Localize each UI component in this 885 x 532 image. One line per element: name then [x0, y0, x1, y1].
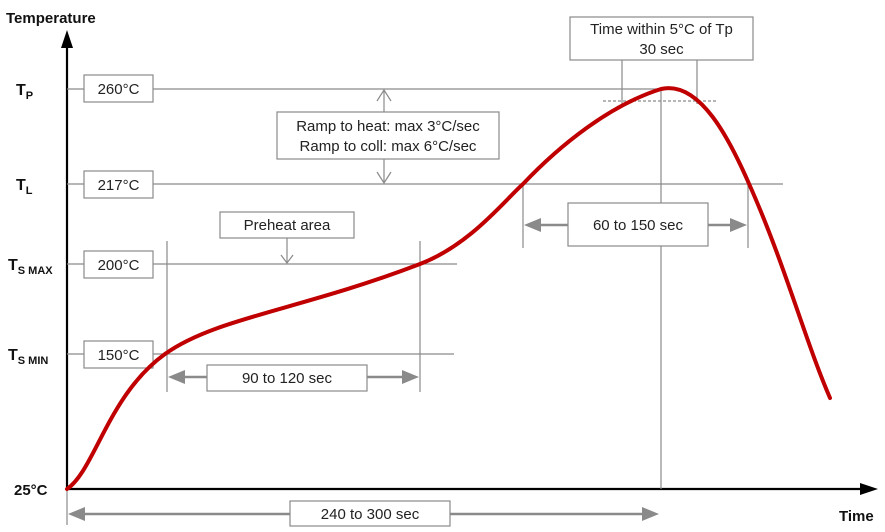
preheat-duration-box: 90 to 120 sec — [206, 364, 368, 392]
svg-text:260°C: 260°C — [98, 81, 140, 98]
tsmin-value-box: 150°C — [83, 340, 154, 369]
svg-text:Ramp to heat: max 3°C/sec: Ramp to heat: max 3°C/sec — [296, 118, 480, 135]
svg-text:Time within 5°C of Tp: Time within 5°C of Tp — [590, 21, 733, 38]
svg-text:30 sec: 30 sec — [639, 41, 684, 58]
svg-text:90 to 120 sec: 90 to 120 sec — [242, 370, 333, 387]
preheat-pointer-arrow — [280, 238, 294, 264]
svg-text:200°C: 200°C — [98, 257, 140, 274]
x-axis-arrow — [860, 483, 878, 495]
peak-window-box: Time within 5°C of Tp 30 sec — [569, 16, 754, 61]
liquidus-duration-box: 60 to 150 sec — [567, 202, 709, 247]
origin-label: 25°C — [14, 482, 48, 499]
svg-text:TP: TP — [16, 82, 33, 102]
tsmax-value-box: 200°C — [83, 250, 154, 279]
svg-text:TS MIN: TS MIN — [8, 347, 48, 367]
tl-symbol: TL — [16, 177, 33, 197]
svg-text:217°C: 217°C — [98, 177, 140, 194]
y-axis-arrow — [61, 30, 73, 48]
preheat-area-box: Preheat area — [219, 211, 355, 239]
svg-text:240 to 300 sec: 240 to 300 sec — [321, 506, 420, 523]
svg-text:Ramp to coll: max 6°C/sec: Ramp to coll: max 6°C/sec — [300, 138, 477, 155]
y-axis-label: Temperature — [6, 10, 96, 27]
total-duration-box: 240 to 300 sec — [289, 500, 451, 527]
tsmax-symbol: TS MAX — [8, 257, 53, 277]
tp-symbol: TP — [16, 82, 33, 102]
svg-text:60 to 150 sec: 60 to 150 sec — [593, 217, 684, 234]
svg-text:TL: TL — [16, 177, 33, 197]
svg-text:TS MAX: TS MAX — [8, 257, 53, 277]
tl-value-box: 217°C — [83, 170, 154, 199]
x-axis-label: Time — [839, 508, 874, 525]
svg-text:150°C: 150°C — [98, 347, 140, 364]
svg-text:Preheat area: Preheat area — [244, 217, 331, 234]
tsmin-symbol: TS MIN — [8, 347, 48, 367]
reflow-profile-curve — [65, 86, 832, 491]
ramp-rate-box: Ramp to heat: max 3°C/sec Ramp to coll: … — [276, 111, 500, 160]
tp-value-box: 260°C — [83, 74, 154, 103]
